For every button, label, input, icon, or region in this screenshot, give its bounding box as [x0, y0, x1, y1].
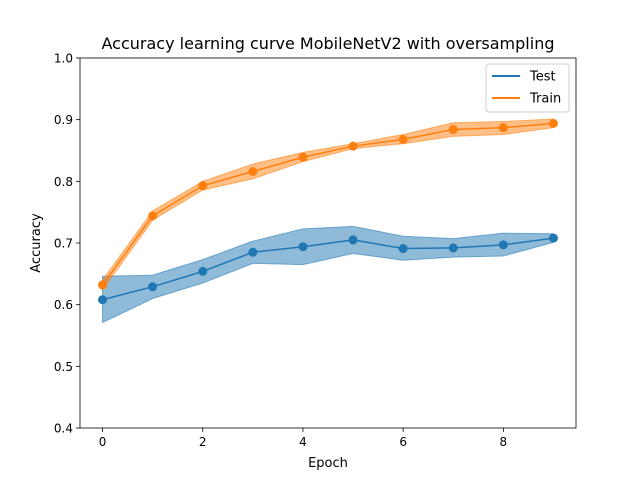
point-train-6	[398, 134, 408, 144]
point-test-2	[198, 266, 208, 276]
point-test-6	[398, 244, 408, 254]
x-tick-label: 8	[500, 435, 508, 449]
y-tick-label: 0.5	[54, 360, 73, 374]
point-train-0	[98, 280, 108, 290]
legend: Test Train	[485, 63, 570, 113]
y-tick-label: 1.0	[54, 52, 73, 66]
series-lines	[101, 122, 554, 301]
x-tick-label: 0	[99, 435, 107, 449]
y-tick-label: 0.4	[54, 422, 73, 436]
line-test	[102, 237, 554, 301]
point-train-1	[148, 211, 158, 221]
x-tick-label: 2	[199, 435, 207, 449]
legend-label-train: Train	[529, 92, 561, 107]
x-tick-label: 4	[299, 435, 307, 449]
y-axis-label: Accuracy	[29, 213, 44, 273]
point-test-9	[548, 233, 558, 243]
chart-title: Accuracy learning curve MobileNetV2 with…	[102, 34, 555, 53]
x-tick-label: 6	[399, 435, 407, 449]
y-tick-label: 0.6	[54, 298, 73, 312]
x-axis-label: Epoch	[308, 456, 348, 471]
point-train-4	[298, 152, 308, 162]
y-axis-ticks: 0.4 0.5 0.6 0.7 0.8 0.9 1.0	[54, 52, 80, 436]
point-test-0	[98, 295, 108, 305]
y-tick-label: 0.8	[54, 175, 73, 189]
point-test-8	[498, 240, 508, 250]
point-test-4	[298, 242, 308, 252]
point-train-8	[498, 123, 508, 133]
legend-label-test: Test	[529, 70, 556, 85]
point-train-3	[248, 166, 258, 176]
point-train-5	[348, 141, 358, 151]
point-test-5	[348, 235, 358, 245]
point-test-7	[448, 243, 458, 253]
line-train	[101, 122, 554, 286]
y-tick-label: 0.7	[54, 237, 73, 251]
series-points	[98, 118, 558, 305]
point-train-2	[198, 181, 208, 191]
y-tick-label: 0.9	[54, 113, 73, 127]
x-axis-ticks: 0 2 4 6 8	[99, 428, 507, 449]
point-test-3	[248, 247, 258, 257]
point-train-9	[548, 118, 558, 128]
point-train-7	[448, 125, 458, 135]
point-test-1	[148, 282, 158, 292]
